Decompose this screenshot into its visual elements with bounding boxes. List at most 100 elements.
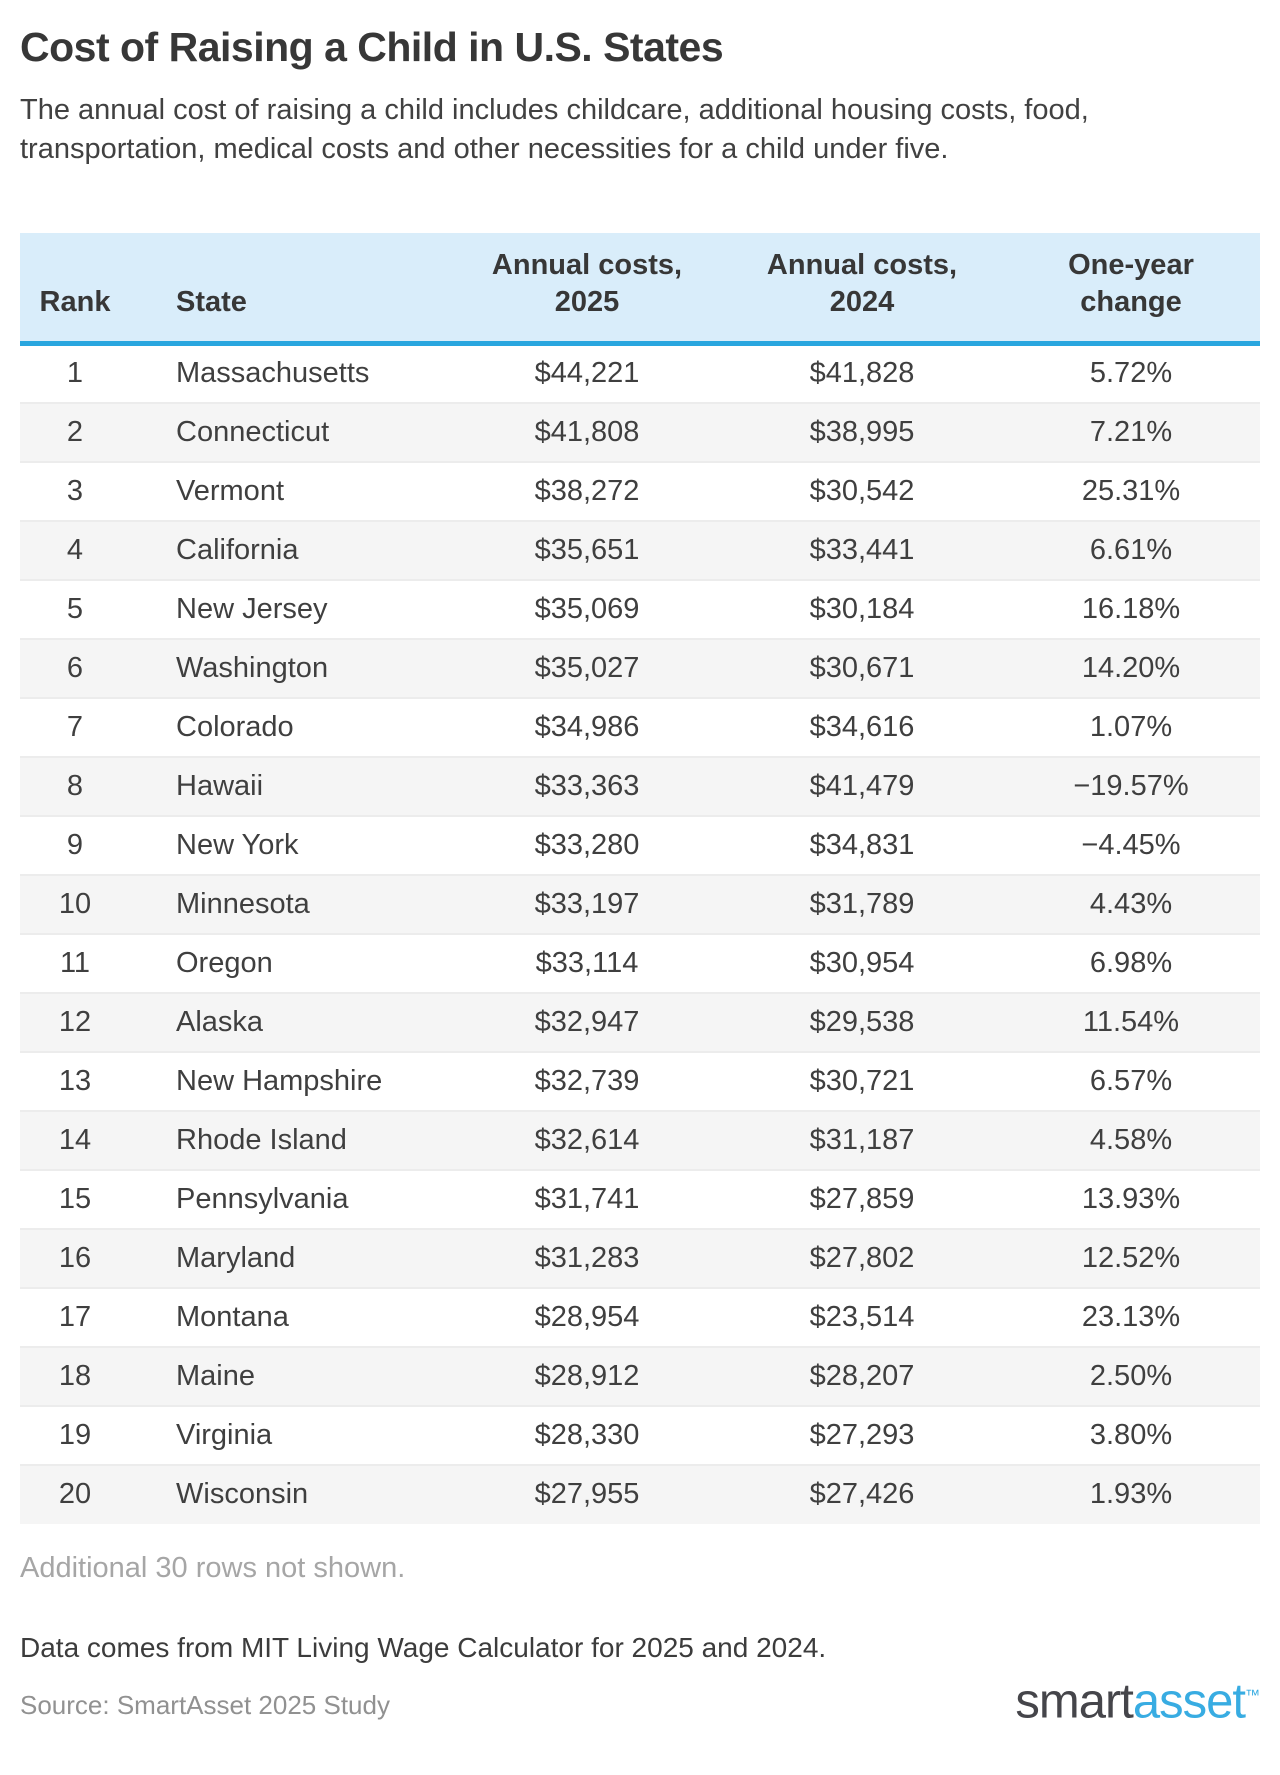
cell-state: Minnesota [130,873,452,934]
cell-state: New Jersey [130,578,452,639]
cell-annual-costs-2024: $34,616 [722,696,1002,757]
cell-rank: 12 [20,991,130,1052]
cell-annual-costs-2025: $28,912 [452,1345,722,1406]
cell-state: Massachusetts [176,357,370,390]
cell-rank: 19 [20,1404,130,1465]
cell-rank: 20 [20,1463,130,1524]
cell-annual-costs-2025: $27,955 [452,1463,722,1524]
cell-annual-costs-2025: $33,114 [452,932,722,993]
cell-rank: 1 [66,357,84,390]
cell-one-year-change: 6.98% [1002,932,1260,993]
cell-rank: 15 [20,1168,130,1229]
table-body: 1 Massachusetts $44,221 $41,828 5.72% 2 Connec… [20,344,1260,1524]
cell-one-year-change: 16.18% [1002,578,1260,639]
column-header-annual-costs-2024: Annual costs, 2024 [722,233,1002,346]
cell-state: Hawaii [130,755,452,816]
table-row: 7 Colorado $34,986 $34,616 1.07% [20,696,1260,757]
column-header-annual-costs-2025: Annual costs, 2025 [452,233,722,346]
cell-state: New York [130,814,452,875]
cell-state: Oregon [130,932,452,993]
cell-annual-costs-2025: $35,069 [452,578,722,639]
cell-one-year-change: 6.57% [1002,1050,1260,1111]
cell-one-year-change: 23.13% [1002,1286,1260,1347]
cell-rank: 4 [20,519,130,580]
cell-annual-costs-2024: $31,187 [722,1109,1002,1170]
cell-annual-costs-2024: $28,207 [722,1345,1002,1406]
page-title: Cost of Raising a Child in U.S. States [20,24,724,70]
cell-annual-costs-2024: $27,802 [722,1227,1002,1288]
cell-state: Connecticut [130,401,452,462]
cell-annual-costs-2024: $31,789 [722,873,1002,934]
cell-state: Pennsylvania [130,1168,452,1229]
table-row: 4 California $35,651 $33,441 6.61% [20,519,1260,580]
cell-rank: 5 [20,578,130,639]
cost-table: Rank State Annual costs, 2025 Annual costs,… [20,233,1260,1524]
cell-annual-costs-2024: $33,441 [722,519,1002,580]
table-row: 17 Montana $28,954 $23,514 23.13% [20,1286,1260,1347]
table-row: 12 Alaska $32,947 $29,538 11.54% [20,991,1260,1052]
cell-annual-costs-2025: $35,651 [452,519,722,580]
column-header-rank: Rank [20,233,130,346]
cell-state: Virginia [130,1404,452,1465]
cell-rank: 9 [20,814,130,875]
data-source-note: Data comes from MIT Living Wage Calculat… [20,1631,827,1663]
cell-rank: 7 [20,696,130,757]
cell-annual-costs-2025: $28,330 [452,1404,722,1465]
cell-annual-costs-2025: $44,221 [534,357,640,390]
cell-annual-costs-2024: $27,859 [722,1168,1002,1229]
cell-state: Vermont [130,460,452,521]
cell-rank: 11 [20,932,130,993]
cell-one-year-change: 4.43% [1002,873,1260,934]
footer: Source: SmartAsset 2025 Study smartasset… [20,1670,1260,1727]
cell-one-year-change: 1.07% [1002,696,1260,757]
cell-state: Colorado [130,696,452,757]
cell-annual-costs-2025: $33,363 [452,755,722,816]
table-row: 15 Pennsylvania $31,741 $27,859 13.93% [20,1168,1260,1229]
page-subtitle: The annual cost of raising a child inclu… [20,94,1089,165]
table-row: 16 Maryland $31,283 $27,802 12.52% [20,1227,1260,1288]
table-row: 19 Virginia $28,330 $27,293 3.80% [20,1404,1260,1465]
cell-one-year-change: −4.45% [1002,814,1260,875]
cell-rank: 8 [20,755,130,816]
logo-asset-text: asset [1132,1673,1246,1728]
cell-annual-costs-2025: $38,272 [452,460,722,521]
cell-one-year-change: 6.61% [1002,519,1260,580]
cell-state: Alaska [130,991,452,1052]
cell-state: Maryland [130,1227,452,1288]
cell-annual-costs-2024: $29,538 [722,991,1002,1052]
cell-rank: 3 [20,460,130,521]
cell-annual-costs-2024: $30,671 [722,637,1002,698]
table-row: 10 Minnesota $33,197 $31,789 4.43% [20,873,1260,934]
table-row: 14 Rhode Island $32,614 $31,187 4.58% [20,1109,1260,1170]
cell-annual-costs-2025: $35,027 [452,637,722,698]
table-row: 9 New York $33,280 $34,831 −4.45% [20,814,1260,875]
table-row: 11 Oregon $33,114 $30,954 6.98% [20,932,1260,993]
cell-annual-costs-2025: $31,283 [452,1227,722,1288]
cell-rank: 14 [20,1109,130,1170]
cell-rank: 10 [20,873,130,934]
column-header-state: State [130,233,452,346]
cell-state: Montana [130,1286,452,1347]
cell-one-year-change: 4.58% [1002,1109,1260,1170]
cell-annual-costs-2025: $32,739 [452,1050,722,1111]
cell-one-year-change: 7.21% [1002,401,1260,462]
cell-one-year-change: 13.93% [1002,1168,1260,1229]
cell-annual-costs-2025: $32,614 [452,1109,722,1170]
cell-rank: 18 [20,1345,130,1406]
cell-state: New Hampshire [130,1050,452,1111]
cell-annual-costs-2025: $33,197 [452,873,722,934]
cell-one-year-change: 11.54% [1002,991,1260,1052]
table-row: 18 Maine $28,912 $28,207 2.50% [20,1345,1260,1406]
page: Cost of Raising a Child in U.S. States T… [20,24,1260,1727]
logo-trademark-symbol: ™ [1245,1686,1260,1704]
table-row: 6 Washington $35,027 $30,671 14.20% [20,637,1260,698]
cell-rank: 2 [20,401,130,462]
cell-one-year-change: 5.72% [1089,357,1173,390]
table-row: 3 Vermont $38,272 $30,542 25.31% [20,460,1260,521]
cell-one-year-change: 25.31% [1002,460,1260,521]
cell-state: Maine [130,1345,452,1406]
cell-annual-costs-2025: $28,954 [452,1286,722,1347]
table-row: 8 Hawaii $33,363 $41,479 −19.57% [20,755,1260,816]
cell-one-year-change: 12.52% [1002,1227,1260,1288]
cell-one-year-change: 3.80% [1002,1404,1260,1465]
